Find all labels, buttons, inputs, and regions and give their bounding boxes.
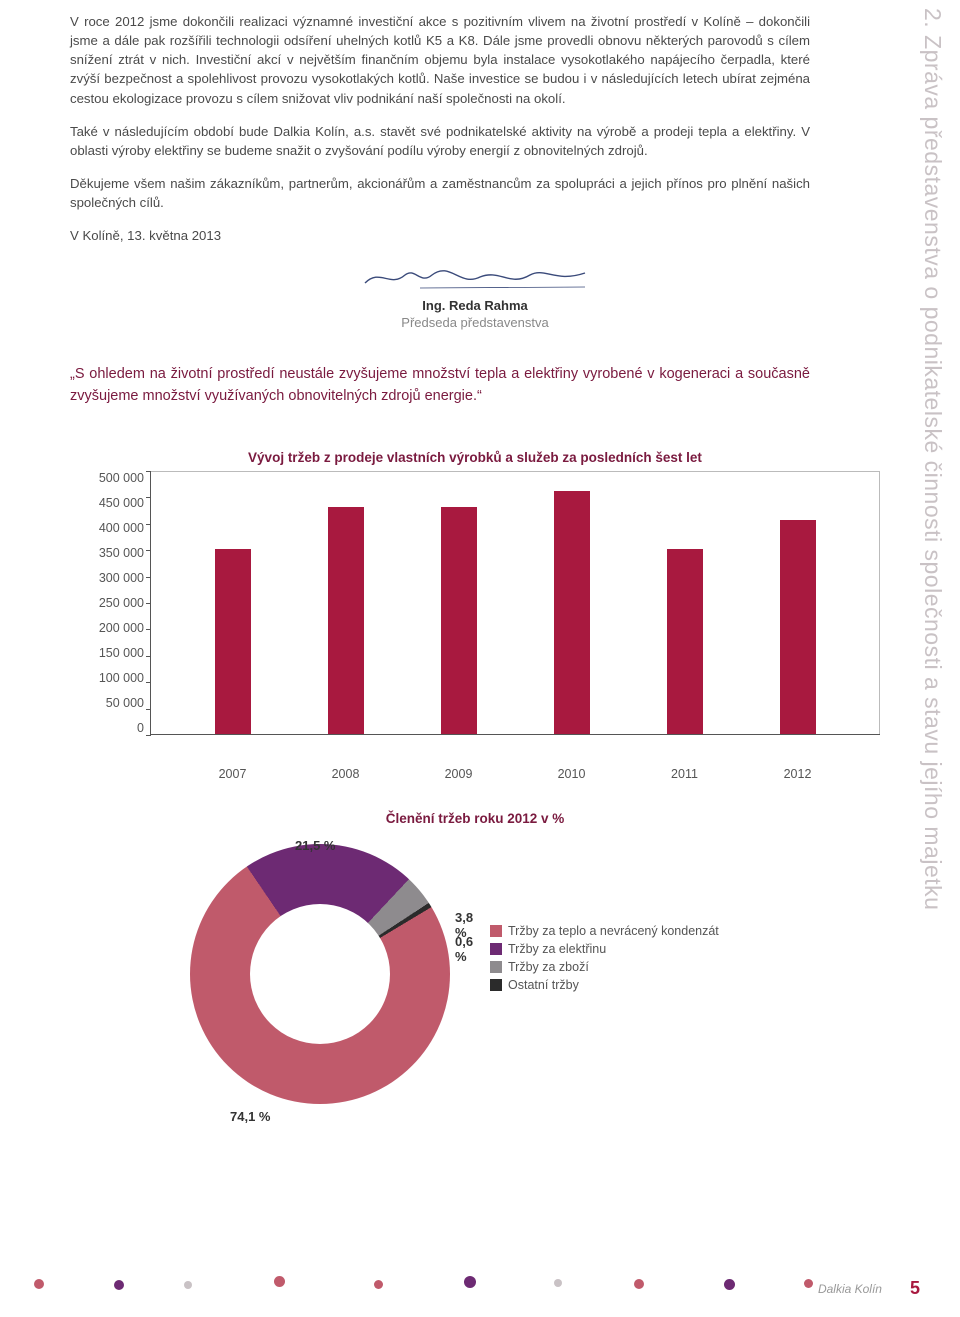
y-tick-label: 100 000 [99,671,144,685]
legend-item: Tržby za teplo a nevrácený kondenzát [490,924,719,938]
x-tick-label: 2010 [554,767,590,781]
y-tick-label: 250 000 [99,596,144,610]
y-tick-label: 450 000 [99,496,144,510]
decor-dot [274,1276,285,1287]
y-tick-label: 300 000 [99,571,144,585]
body-text: V roce 2012 jsme dokončili realizaci výz… [70,12,810,245]
bar [328,507,364,734]
footer-dots [34,1273,854,1289]
donut-chart: Členění tržeb roku 2012 v % 74,1 %21,5 %… [70,811,880,1104]
bar [215,549,251,734]
y-tick-label: 200 000 [99,621,144,635]
bar [441,507,477,734]
bar-chart-title: Vývoj tržeb z prodeje vlastních výrobků … [70,450,880,465]
legend-label: Tržby za elektřinu [508,942,606,956]
side-section-title: 2. Zpráva představenstva o podnikatelské… [919,8,946,1168]
legend-item: Tržby za elektřinu [490,942,719,956]
donut-hole [250,904,390,1044]
y-axis: 500 000 450 000 400 000 350 000 300 000 250 0… [70,471,150,735]
paragraph: Také v následujícím období bude Dalkia K… [70,122,810,160]
y-tick-label: 500 000 [99,471,144,485]
signatory-name: Ing. Reda Rahma [70,298,880,313]
legend-label: Tržby za zboží [508,960,589,974]
decor-dot [724,1279,735,1290]
bar [554,491,590,734]
y-tick-label: 150 000 [99,646,144,660]
x-tick-label: 2009 [441,767,477,781]
page-content: V roce 2012 jsme dokončili realizaci výz… [0,0,880,1104]
paragraph: V roce 2012 jsme dokončili realizaci výz… [70,12,810,108]
donut-slice-label: 0,6 % [455,934,473,964]
paragraph: Děkujeme všem našim zákazníkům, partnerů… [70,174,810,212]
legend-swatch [490,943,502,955]
bars-container [151,471,880,734]
decor-dot [184,1281,192,1289]
bar [667,549,703,734]
donut-legend: Tržby za teplo a nevrácený kondenzát Tržb… [490,924,719,996]
bar [780,520,816,734]
decor-dot [114,1280,124,1290]
legend-item: Ostatní tržby [490,978,719,992]
donut-slice-label: 74,1 % [230,1109,270,1124]
decor-dot [804,1279,813,1288]
footer-brand: Dalkia Kolín [818,1282,882,1296]
decor-dot [634,1279,644,1289]
page-number: 5 [910,1278,920,1299]
decor-dot [554,1279,562,1287]
page-footer: Dalkia Kolín 5 [818,1278,920,1299]
bar-chart: Vývoj tržeb z prodeje vlastních výrobků … [70,450,880,781]
x-tick-label: 2007 [215,767,251,781]
legend-swatch [490,961,502,973]
signatory-title: Předseda představenstva [70,315,880,330]
donut-holder: 74,1 %21,5 %3,8 %0,6 % [190,844,450,1104]
y-tick-label: 400 000 [99,521,144,535]
legend-label: Ostatní tržby [508,978,579,992]
y-tick-label: 0 [137,721,144,735]
decor-dot [464,1276,476,1288]
decor-dot [374,1280,383,1289]
closing-line: V Kolíně, 13. května 2013 [70,226,810,245]
y-tick-label: 50 000 [106,696,144,710]
x-tick-label: 2012 [780,767,816,781]
legend-swatch [490,925,502,937]
signature-block: Ing. Reda Rahma Předseda představenstva [70,259,880,330]
donut-chart-title: Členění tržeb roku 2012 v % [70,811,880,826]
x-tick-label: 2011 [667,767,703,781]
x-tick-label: 2008 [328,767,364,781]
x-axis: 2007 2008 2009 2010 2011 2012 [150,761,880,781]
donut-slice-label: 21,5 % [295,838,335,853]
legend-swatch [490,979,502,991]
legend-item: Tržby za zboží [490,960,719,974]
bar-chart-plot [150,471,880,735]
signature-scribble [360,263,590,291]
legend-label: Tržby za teplo a nevrácený kondenzát [508,924,719,938]
y-tick-label: 350 000 [99,546,144,560]
decor-dot [34,1279,44,1289]
pull-quote: „S ohledem na životní prostředí neustále… [70,364,810,408]
